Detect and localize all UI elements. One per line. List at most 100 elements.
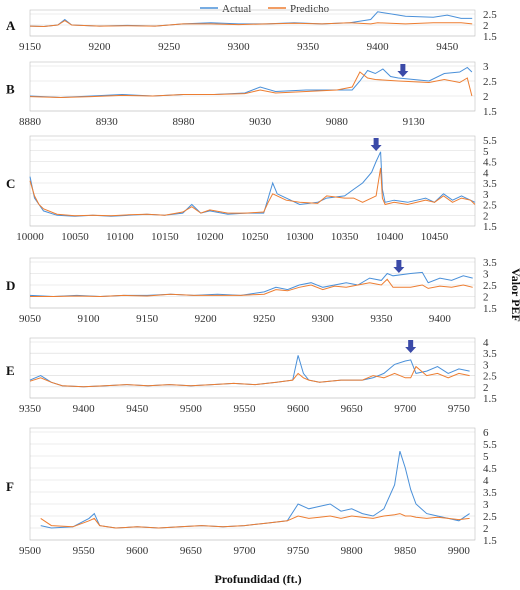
panel-e-ytick-label: 2 <box>483 382 489 394</box>
panel-f-ytick-label: 5.5 <box>483 439 497 451</box>
panel-f-ytick-label: 2 <box>483 523 489 535</box>
panel-e-xtick-label: 9750 <box>448 403 471 415</box>
panel-c-xtick-label: 10050 <box>61 231 89 243</box>
panel-d-series-actual <box>29 271 473 298</box>
panel-b-arrow-icon <box>397 64 409 77</box>
panel-a-xtick-label: 9350 <box>297 41 320 53</box>
panel-c-xtick-label: 10150 <box>151 231 179 243</box>
panel-a-xtick-label: 9400 <box>367 41 390 53</box>
panel-d-label: D <box>6 278 15 293</box>
panel-e-xtick-label: 9500 <box>180 403 203 415</box>
panel-a-xtick-label: 9300 <box>228 41 251 53</box>
panel-b-xtick-label: 9080 <box>326 116 349 128</box>
panel-e-ytick-label: 1.5 <box>483 393 497 405</box>
panel-c-ytick-label: 5.5 <box>483 135 497 147</box>
panel-d-xtick-label: 9400 <box>429 313 452 325</box>
legend-label-predicho: Predicho <box>290 3 330 15</box>
panel-c: 1.522.533.544.555.5 10000 10050 10100 10150 1… <box>6 135 497 243</box>
panel-d-ytick-label: 3 <box>483 269 489 281</box>
panel-b-ytick-label: 2 <box>483 91 489 103</box>
panel-b-label: B <box>6 82 15 97</box>
panel-c-label: C <box>6 176 15 191</box>
panel-e-ytick-label: 3.5 <box>483 348 497 360</box>
panel-c-xtick-label: 10250 <box>241 231 269 243</box>
panel-f-ytick-label: 4.5 <box>483 463 497 475</box>
panel-c-ytick-label: 2 <box>483 210 489 222</box>
panel-c-ytick-label: 5 <box>483 146 489 158</box>
panel-f-ytick-label: 6 <box>483 427 489 439</box>
legend: Actual Predicho <box>200 3 330 15</box>
panel-a-label: A <box>6 18 16 33</box>
panel-d-xtick-label: 9200 <box>195 313 218 325</box>
panel-d-xtick-label: 9150 <box>136 313 159 325</box>
panel-e-xtick-label: 9700 <box>394 403 417 415</box>
panel-b-xtick-label: 9030 <box>249 116 272 128</box>
panel-b-ytick-label: 3 <box>483 61 489 73</box>
panel-c-xtick-label: 10100 <box>106 231 134 243</box>
panel-f-xtick-label: 9650 <box>180 545 203 557</box>
panel-d-ytick-label: 2 <box>483 292 489 304</box>
panel-c-ytick-label: 1.5 <box>483 221 497 233</box>
panel-e-xtick-label: 9550 <box>233 403 256 415</box>
panel-a-xtick-label: 9450 <box>436 41 459 53</box>
panel-c-ytick-label: 4 <box>483 167 489 179</box>
panel-a-frame <box>29 9 476 37</box>
panel-d: 1.522.533.5 9050 9100 9150 9200 9250 9300 9350 9… <box>6 257 497 325</box>
panel-f-xtick-label: 9900 <box>448 545 471 557</box>
panel-f-xtick-label: 9700 <box>233 545 256 557</box>
panel-e-label: E <box>6 363 15 378</box>
panel-c-xtick-label: 10400 <box>376 231 404 243</box>
panel-d-ytick-label: 1.5 <box>483 303 497 315</box>
panel-e-ytick-label: 4 <box>483 337 489 349</box>
panel-e-xtick-label: 9600 <box>287 403 310 415</box>
panel-f-ytick-label: 3 <box>483 499 489 511</box>
panel-d-xtick-label: 9350 <box>370 313 393 325</box>
panel-c-xtick-label: 10450 <box>421 231 449 243</box>
panel-a: 1.522.5 9150 9200 9250 9300 9350 9400 9450 A <box>6 9 497 53</box>
panel-f-xtick-label: 9750 <box>287 545 310 557</box>
panel-f-xtick-label: 9550 <box>73 545 96 557</box>
panel-e-arrow-icon <box>405 340 417 353</box>
panel-e-xtick-label: 9400 <box>73 403 96 415</box>
panel-a-xtick-label: 9150 <box>19 41 42 53</box>
panel-b-xtick-label: 8880 <box>19 116 42 128</box>
panel-d-ytick-label: 2.5 <box>483 280 497 292</box>
panel-c-xtick-label: 10000 <box>16 231 44 243</box>
panel-f-series-predicho <box>40 513 470 529</box>
panel-c-ytick-label: 4.5 <box>483 157 497 169</box>
panel-a-ytick-label: 2 <box>483 20 489 32</box>
panel-e-xtick-label: 9450 <box>126 403 149 415</box>
panel-c-xtick-label: 10300 <box>286 231 314 243</box>
panel-a-ytick-label: 1.5 <box>483 31 497 43</box>
panel-b-ytick-label: 2.5 <box>483 76 497 88</box>
panel-b-xtick-label: 8980 <box>172 116 195 128</box>
panel-f: 1.522.533.544.555.56 9500 9550 9600 9650 9700… <box>6 427 497 557</box>
panel-d-series-predicho <box>30 278 473 298</box>
panel-a-ytick-label: 2.5 <box>483 9 497 21</box>
panel-e-xtick-label: 9350 <box>19 403 42 415</box>
panel-f-ytick-label: 2.5 <box>483 511 497 523</box>
x-axis-label: Profundidad (ft.) <box>214 572 301 586</box>
panel-c-ytick-label: 3 <box>483 189 489 201</box>
panel-c-ytick-label: 2.5 <box>483 200 497 212</box>
panel-e-frame <box>29 337 476 399</box>
legend-label-actual: Actual <box>222 3 251 15</box>
panel-f-ytick-label: 1.5 <box>483 535 497 547</box>
panel-f-frame <box>29 427 476 541</box>
panel-f-label: F <box>6 479 14 494</box>
y-axis-label: Valor PEF <box>509 268 520 322</box>
panel-e-series-predicho <box>29 365 470 388</box>
panel-a-xtick-label: 9200 <box>89 41 112 53</box>
panel-e-ytick-label: 3 <box>483 359 489 371</box>
panel-b-xtick-label: 8930 <box>96 116 119 128</box>
panel-f-ytick-label: 3.5 <box>483 487 497 499</box>
panel-c-series-predicho <box>29 167 476 217</box>
panel-c-arrow-icon <box>370 138 382 151</box>
panel-c-xtick-label: 10200 <box>196 231 224 243</box>
panel-d-arrow-icon <box>393 260 405 273</box>
panel-f-xtick-label: 9500 <box>19 545 42 557</box>
panel-d-xtick-label: 9100 <box>78 313 101 325</box>
panel-a-series-predicho <box>29 20 473 28</box>
